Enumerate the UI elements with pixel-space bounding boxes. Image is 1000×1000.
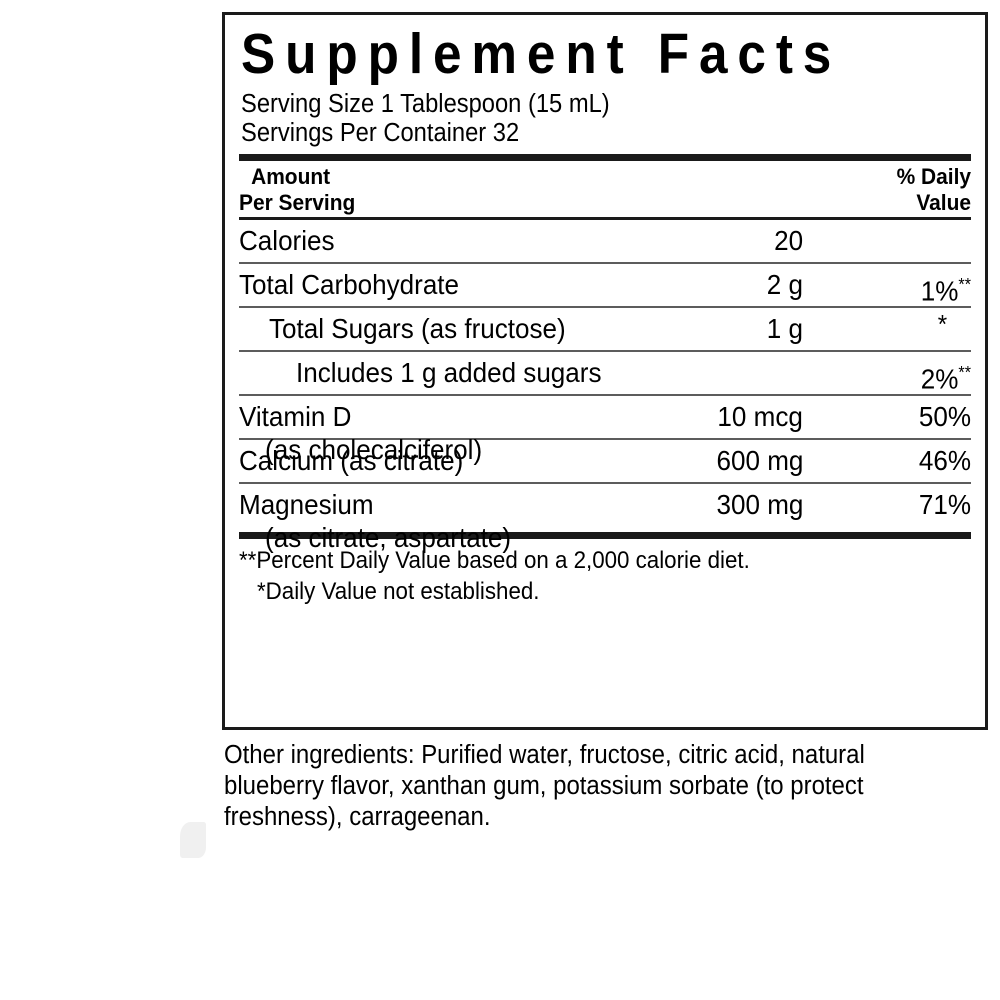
scan-artifact [180, 822, 206, 858]
serving-size-text: Serving Size 1 Tablespoon (15 mL) [241, 90, 610, 118]
nutrient-daily-value: 2%** [920, 362, 971, 395]
divider-thin [239, 262, 971, 264]
divider-thin [239, 350, 971, 352]
servings-per-container-text: Servings Per Container 32 [241, 119, 520, 147]
nutrient-source: (as cholecalciferol) [265, 434, 483, 465]
table-row: Calories 20 [239, 220, 971, 262]
nutrient-name: Total Carbohydrate [239, 269, 460, 300]
nutrient-name: Vitamin D (as cholecalciferol) [239, 401, 483, 465]
table-row: Calcium (as citrate) 600 mg 46% [239, 440, 971, 482]
amount-header-line1: Amount [251, 164, 331, 189]
dv-header-line2: Value [916, 190, 971, 215]
footnote-dv-not-established: *Daily Value not established. [257, 578, 540, 605]
nutrient-source: (as citrate, aspartate) [265, 522, 512, 553]
amount-per-serving-header: Amount Per Serving [239, 164, 355, 216]
other-ingredients-section: Other ingredients: Purified water, fruct… [224, 740, 984, 833]
footnote-percent-dv: **Percent Daily Value based on a 2,000 c… [239, 547, 750, 574]
daily-value-header: % Daily Value [897, 164, 971, 216]
footnote-marker: ** [958, 362, 971, 382]
footnotes: **Percent Daily Value based on a 2,000 c… [239, 539, 971, 607]
divider-thin [239, 482, 971, 484]
nutrient-name: Includes 1 g added sugars [296, 357, 602, 388]
table-row: Includes 1 g added sugars 2%** [239, 352, 971, 394]
dv-header-line1: % Daily [896, 164, 971, 189]
table-row: Total Carbohydrate 2 g 1%** [239, 264, 971, 306]
nutrient-daily-value: * [937, 309, 947, 339]
nutrient-amount: 300 mg [716, 489, 803, 520]
page-title: Supplement Facts [241, 22, 842, 86]
nutrient-name: Calcium (as citrate) [239, 445, 464, 476]
nutrient-daily-value: 71% [918, 489, 971, 520]
divider-thick-bottom [239, 532, 971, 539]
divider-thin [239, 394, 971, 396]
table-row: Magnesium (as citrate, aspartate) 300 mg … [239, 484, 971, 553]
nutrient-amount: 20 [774, 225, 803, 256]
other-ingredients-text: Other ingredients: Purified water, fruct… [224, 741, 865, 831]
nutrient-amount: 10 mcg [717, 401, 803, 432]
nutrient-amount: 2 g [766, 269, 803, 300]
table-column-headers: Amount Per Serving % Daily Value [239, 161, 971, 217]
divider-medium-header [239, 217, 971, 220]
footnote-marker: ** [958, 274, 971, 294]
nutrient-amount: 600 mg [716, 445, 803, 476]
nutrient-daily-value: 1%** [920, 274, 971, 307]
supplement-facts-panel: Supplement Facts Serving Size 1 Tablespo… [222, 12, 988, 730]
divider-thin [239, 306, 971, 308]
nutrient-daily-value: 50% [918, 401, 971, 432]
nutrient-name: Total Sugars (as fructose) [269, 313, 566, 344]
nutrient-amount: 1 g [766, 313, 803, 344]
nutrient-daily-value: 46% [918, 445, 971, 476]
nutrient-name: Calories [239, 225, 335, 256]
table-row: Total Sugars (as fructose) 1 g * [239, 308, 971, 350]
divider-thin [239, 438, 971, 440]
divider-thick-top [239, 154, 971, 161]
amount-header-line2: Per Serving [239, 190, 356, 215]
table-row: Vitamin D (as cholecalciferol) 10 mcg 50% [239, 396, 971, 465]
nutrient-name: Magnesium (as citrate, aspartate) [239, 489, 512, 553]
supplement-facts-inner: Supplement Facts Serving Size 1 Tablespo… [239, 21, 971, 727]
